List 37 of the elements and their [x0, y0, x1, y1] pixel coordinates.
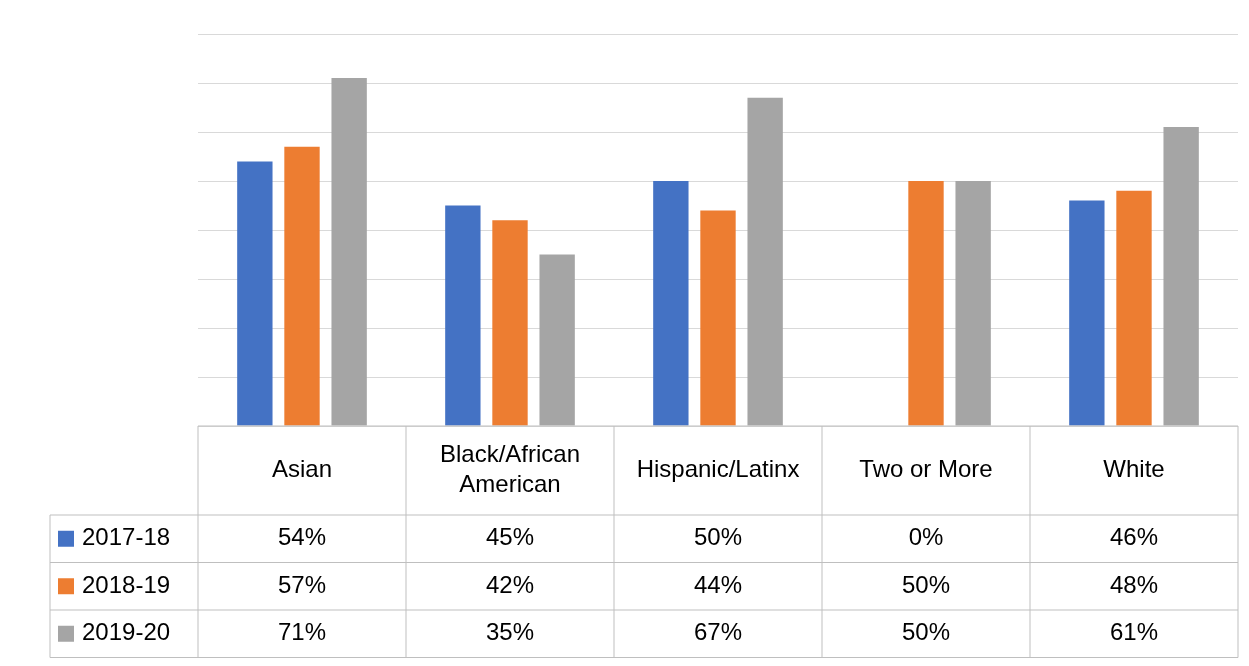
- x-tick-label: White: [1103, 455, 1165, 483]
- data-label: 44%: [693, 570, 743, 598]
- legend-label: 2019-20: [82, 618, 171, 646]
- data-label: 61%: [1109, 618, 1159, 646]
- data-label: 42%: [485, 570, 535, 598]
- data-label: 50%: [901, 618, 951, 646]
- bar: [492, 220, 528, 426]
- data-label: 46%: [1109, 523, 1159, 551]
- x-tick-label: Asian: [271, 455, 333, 483]
- bar: [700, 210, 736, 426]
- data-label: 50%: [901, 570, 951, 598]
- bar: [331, 78, 367, 426]
- bar: [539, 254, 575, 426]
- data-label: 45%: [485, 523, 535, 551]
- bar: [955, 181, 991, 426]
- data-label: 67%: [693, 618, 743, 646]
- bar: [908, 181, 944, 426]
- x-tick-label: Two or More: [859, 455, 993, 483]
- x-tick-label: Black/African American: [439, 440, 581, 498]
- bar: [747, 97, 783, 426]
- x-tick-label: Hispanic/Latinx: [636, 455, 800, 483]
- bar: [1116, 190, 1152, 426]
- bar: [237, 161, 273, 426]
- bar: [284, 146, 320, 426]
- bar: [445, 205, 481, 426]
- legend-label: 2018-19: [82, 570, 171, 598]
- data-label: 48%: [1109, 570, 1159, 598]
- data-label: 57%: [277, 570, 327, 598]
- data-label: 0%: [908, 523, 944, 551]
- bar: [653, 181, 689, 426]
- bar: [1069, 200, 1105, 426]
- data-label: 54%: [277, 523, 327, 551]
- data-label: 35%: [485, 618, 535, 646]
- data-label: 50%: [693, 523, 743, 551]
- data-label: 71%: [277, 618, 327, 646]
- legend-label: 2017-18: [82, 523, 171, 551]
- bar: [1163, 127, 1199, 426]
